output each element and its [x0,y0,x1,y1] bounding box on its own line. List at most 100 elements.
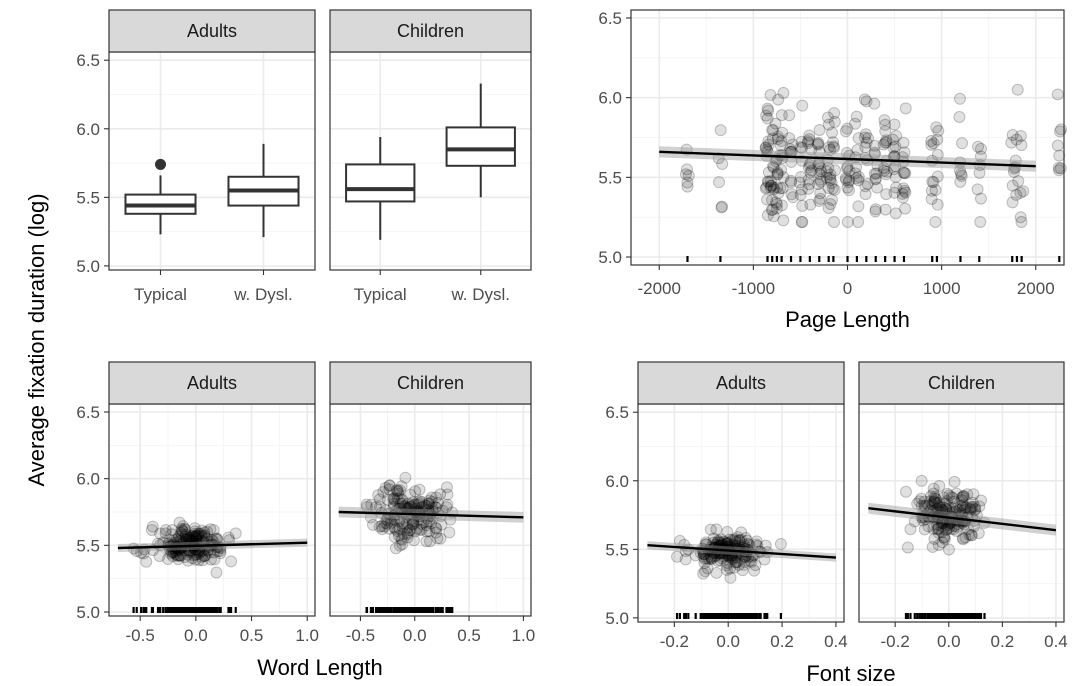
data-point [417,500,430,513]
data-point [898,146,911,159]
data-point [159,527,172,540]
data-point [898,166,911,179]
data-point [957,501,970,514]
data-point [689,549,702,562]
data-point [179,523,192,536]
data-point [406,514,419,527]
data-point [796,215,809,228]
data-point [194,527,207,540]
data-point [188,522,201,535]
data-point [950,524,963,537]
data-point [890,181,903,194]
data-point [974,192,987,205]
data-point [890,130,903,143]
data-point [733,534,746,547]
data-point [824,143,837,156]
data-point [419,499,432,512]
data-point [738,558,751,571]
data-point [824,168,837,181]
data-point [839,172,852,185]
data-point [146,520,159,533]
data-point [190,529,203,542]
x-tick-label: 1.0 [512,626,536,645]
data-point [784,143,797,156]
data-point [930,503,943,516]
data-point [852,200,865,213]
data-point [204,553,217,566]
data-point [723,548,736,561]
data-point [897,166,910,179]
data-point [762,166,775,179]
x-tick-label: 0 [843,279,852,298]
data-point [879,136,892,149]
data-point [849,167,862,180]
data-point [960,501,973,514]
data-point [812,136,825,149]
data-point [859,141,872,154]
data-point [972,140,985,153]
data-point [940,495,953,508]
panel-background [638,404,844,622]
data-point [680,163,693,176]
data-point [681,176,694,189]
data-point [177,520,190,533]
data-point [945,491,958,504]
x-tick-label: Typical [134,285,187,304]
data-point [422,497,435,510]
data-point [814,175,827,188]
data-point [919,500,932,513]
data-point [395,532,408,545]
data-point [434,532,447,545]
data-point [198,526,211,539]
data-point [938,530,951,543]
data-point [726,533,739,546]
data-point [767,124,780,137]
data-point [927,522,940,535]
data-point [813,195,826,208]
data-point [948,495,961,508]
data-point [724,562,737,575]
data-point [720,563,733,576]
data-point [775,135,788,148]
data-point [931,198,944,211]
data-point [813,167,826,180]
data-point [878,114,891,127]
data-point [421,499,434,512]
data-point [899,202,912,215]
data-point [824,198,837,211]
data-point [926,498,939,511]
data-point [393,492,406,505]
data-point [911,497,924,510]
data-point [868,139,881,152]
data-point [413,483,426,496]
data-point [360,498,373,511]
data-point [936,504,949,517]
data-point [783,132,796,145]
data-point [956,532,969,545]
data-point [942,543,955,556]
facet-strip [329,361,532,405]
data-point [404,524,417,537]
data-point [770,198,783,211]
data-point [700,552,713,565]
data-point [784,176,797,189]
data-point [827,136,840,149]
data-point [963,528,976,541]
data-point [387,497,400,510]
data-point [880,188,893,201]
data-point [161,553,174,566]
data-point [814,187,827,200]
data-point [814,162,827,175]
data-point [409,485,422,498]
data-point [869,172,882,185]
data-point [198,549,211,562]
points-font-size-children [899,474,991,556]
data-point [859,188,872,201]
data-point [762,175,775,188]
data-point [950,502,963,515]
data-point [407,534,420,547]
data-point [140,555,153,568]
data-point [195,529,208,542]
data-point [721,557,734,570]
data-point [180,533,193,546]
